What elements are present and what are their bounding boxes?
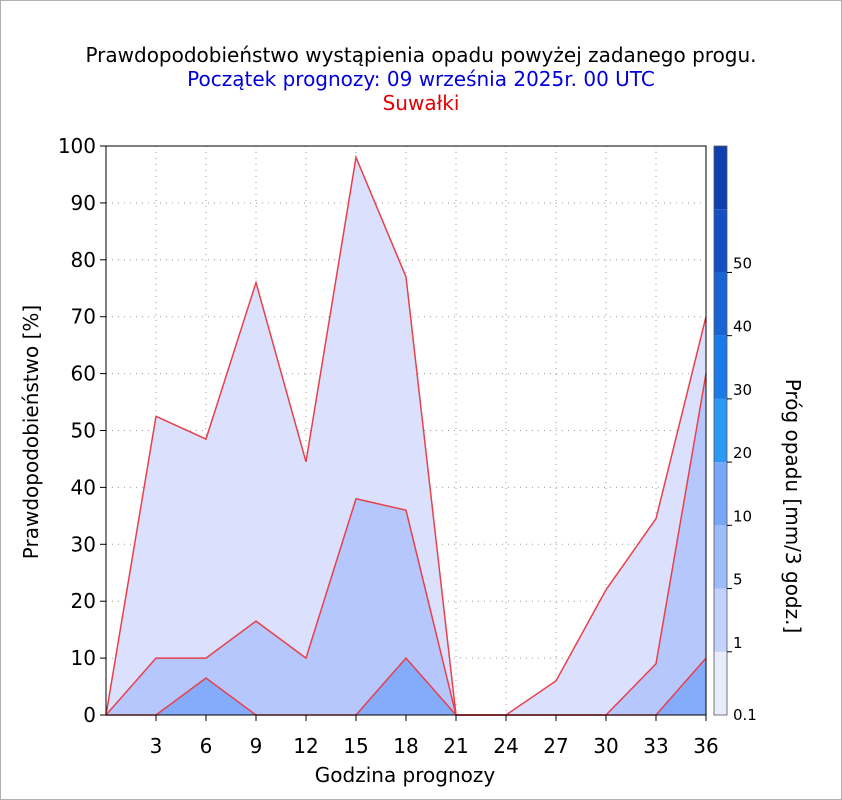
y-tick-label: 90 bbox=[71, 191, 96, 215]
x-tick-label: 6 bbox=[200, 734, 213, 758]
x-tick-label: 27 bbox=[543, 734, 568, 758]
colorbar-segment bbox=[714, 335, 727, 399]
y-tick-label: 80 bbox=[71, 248, 96, 272]
x-tick-label: 21 bbox=[443, 734, 468, 758]
colorbar-label: 30 bbox=[733, 381, 752, 399]
series-line-1 bbox=[105, 154, 707, 716]
x-tick-label: 24 bbox=[493, 734, 518, 758]
y-tick-label: 40 bbox=[71, 475, 96, 499]
colorbar-border bbox=[713, 145, 728, 716]
y-axis-title: Prawdopodobieństwo [%] bbox=[19, 305, 43, 559]
y-tick-label: 70 bbox=[71, 305, 96, 329]
y-tick-label: 30 bbox=[71, 532, 96, 556]
chart-title: Prawdopodobieństwo wystąpienia opadu pow… bbox=[85, 43, 757, 67]
series-area-1 bbox=[106, 157, 706, 715]
colorbar-segment bbox=[714, 651, 727, 715]
y-tick-label: 10 bbox=[71, 646, 96, 670]
x-tick-label: 18 bbox=[393, 734, 418, 758]
colorbar-label: 20 bbox=[733, 444, 752, 462]
colorbar-label: 1 bbox=[733, 634, 743, 652]
y-tick-label: 50 bbox=[71, 419, 96, 443]
colorbar-segment bbox=[714, 398, 727, 463]
location-name: Suwałki bbox=[382, 91, 460, 115]
colorbar-label: 40 bbox=[733, 318, 752, 336]
forecast-start-subtitle: Początek prognozy: 09 września 2025r. 00… bbox=[187, 67, 655, 91]
x-axis-title: Godzina prognozy bbox=[315, 763, 496, 787]
colorbar-segment bbox=[714, 588, 727, 652]
series-area-2 bbox=[106, 373, 706, 715]
colorbar-segment bbox=[714, 525, 727, 589]
colorbar: 0.1 1 5 10 20 30 40 50 bbox=[713, 145, 757, 724]
colorbar-title: Próg opadu [mm/3 godz.] bbox=[781, 379, 805, 634]
x-tick-label: 12 bbox=[293, 734, 318, 758]
colorbar-label: 0.1 bbox=[733, 706, 757, 724]
x-axis: 3 6 9 12 15 18 21 24 27 30 33 36 bbox=[150, 715, 719, 758]
x-tick-label: 36 bbox=[693, 734, 718, 758]
colorbar-label: 50 bbox=[733, 254, 752, 272]
y-tick-label: 20 bbox=[71, 589, 96, 613]
y-tick-label: 0 bbox=[83, 703, 96, 727]
y-tick-label: 60 bbox=[71, 362, 96, 386]
x-tick-label: 15 bbox=[343, 734, 368, 758]
x-tick-label: 3 bbox=[150, 734, 163, 758]
x-tick-label: 30 bbox=[593, 734, 618, 758]
x-tick-label: 9 bbox=[250, 734, 263, 758]
colorbar-segment bbox=[714, 146, 727, 210]
series-areas bbox=[105, 154, 707, 716]
colorbar-label: 5 bbox=[733, 571, 743, 589]
y-tick-label: 100 bbox=[58, 134, 96, 158]
colorbar-segment bbox=[714, 209, 727, 273]
y-axis: 0 10 20 30 40 50 60 70 80 90 100 bbox=[58, 134, 106, 727]
colorbar-segment bbox=[714, 462, 727, 526]
colorbar-segment bbox=[714, 272, 727, 336]
colorbar-label: 10 bbox=[733, 507, 752, 525]
series-area-3 bbox=[106, 658, 706, 715]
x-tick-label: 33 bbox=[643, 734, 668, 758]
